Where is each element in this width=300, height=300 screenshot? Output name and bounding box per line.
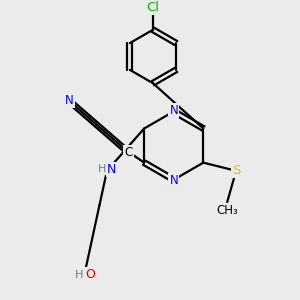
Text: C: C <box>124 146 133 159</box>
Text: CH₃: CH₃ <box>216 204 238 218</box>
Text: H: H <box>98 164 107 174</box>
Text: S: S <box>232 164 240 177</box>
Text: H: H <box>75 270 83 280</box>
Text: O: O <box>85 268 95 281</box>
Text: N: N <box>65 94 74 107</box>
Text: N: N <box>169 174 178 187</box>
Text: N: N <box>107 163 116 176</box>
Text: N: N <box>169 104 178 117</box>
Text: Cl: Cl <box>146 1 160 14</box>
